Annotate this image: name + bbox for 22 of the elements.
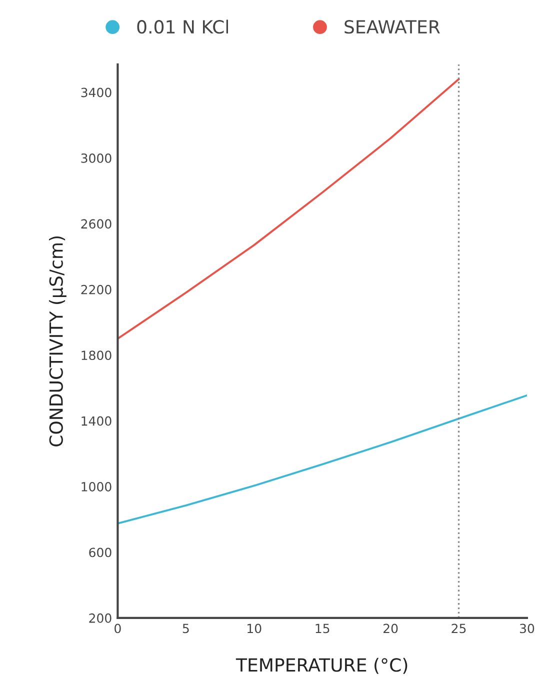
legend-label: 0.01 N KCl [137,20,228,34]
x-tick-label: 30 [520,624,534,634]
y-tick-label: 2600 [81,219,112,229]
y-tick-label: 2200 [81,284,112,294]
y-axis-title: CONDUCTIVITY (µS/cm) [48,236,66,446]
x-tick-label: 20 [384,624,398,634]
x-axis-title: TEMPERATURE (°C) [236,658,408,674]
x-tick-label: 0 [114,624,121,634]
legend-label: SEAWATER [344,20,440,34]
x-tick-label: 5 [182,624,189,634]
y-tick-label: 1400 [82,416,112,426]
y-tick-label: 1800 [82,350,112,360]
y-tick-label: 1000 [82,482,112,492]
line-series [118,394,527,524]
line-series [118,78,460,340]
y-tick-label: 600 [89,548,112,558]
x-tick-label: 10 [248,624,262,634]
y-tick-label: 3000 [81,153,112,163]
x-tick-label: 25 [452,624,466,634]
y-tick-label: 200 [89,613,112,623]
x-tick-label: 15 [316,624,330,634]
y-tick-label: 3400 [81,88,112,98]
